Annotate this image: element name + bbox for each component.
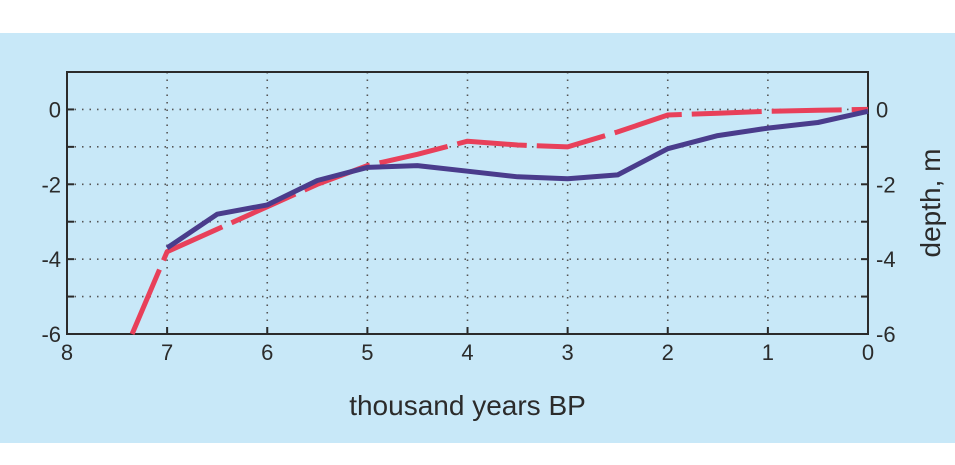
series-line-1 bbox=[129, 106, 869, 335]
x-tick-label: 2 bbox=[662, 340, 674, 365]
x-tick-label: 4 bbox=[461, 340, 473, 365]
x-tick-label: 1 bbox=[762, 340, 774, 365]
x-tick-label: 7 bbox=[161, 340, 173, 365]
y-tick-label-left: 0 bbox=[49, 97, 61, 122]
x-tick-label: 8 bbox=[61, 340, 73, 365]
y-tick-label-right: 0 bbox=[876, 97, 888, 122]
x-tick-label: 0 bbox=[862, 340, 874, 365]
series-line-2 bbox=[165, 108, 869, 250]
series-layer bbox=[129, 106, 869, 335]
y-tick-label-right: -4 bbox=[876, 247, 896, 272]
ticks: 8 7 6 5 4 3 2 1 0 0 0 -2 -2 -4 -4 -6 -6 bbox=[41, 71, 896, 365]
y-tick-label-right: -2 bbox=[876, 172, 896, 197]
x-tick-label: 6 bbox=[261, 340, 273, 365]
y-tick-label-right: -6 bbox=[876, 322, 896, 347]
y-tick-label-left: -2 bbox=[41, 172, 61, 197]
depth-chart: 8 7 6 5 4 3 2 1 0 0 0 -2 -2 -4 -4 -6 -6 thousand years B… bbox=[41, 71, 946, 421]
x-tick-label: 3 bbox=[562, 340, 574, 365]
x-tick-label: 5 bbox=[361, 340, 373, 365]
grid bbox=[67, 72, 868, 334]
y-axis-label: depth, m bbox=[915, 149, 946, 258]
chart-panel: 8 7 6 5 4 3 2 1 0 0 0 -2 -2 -4 -4 -6 -6 thousand years B… bbox=[0, 33, 955, 443]
x-axis-label: thousand years BP bbox=[349, 390, 586, 421]
y-tick-label-left: -6 bbox=[41, 322, 61, 347]
y-tick-label-left: -4 bbox=[41, 247, 61, 272]
